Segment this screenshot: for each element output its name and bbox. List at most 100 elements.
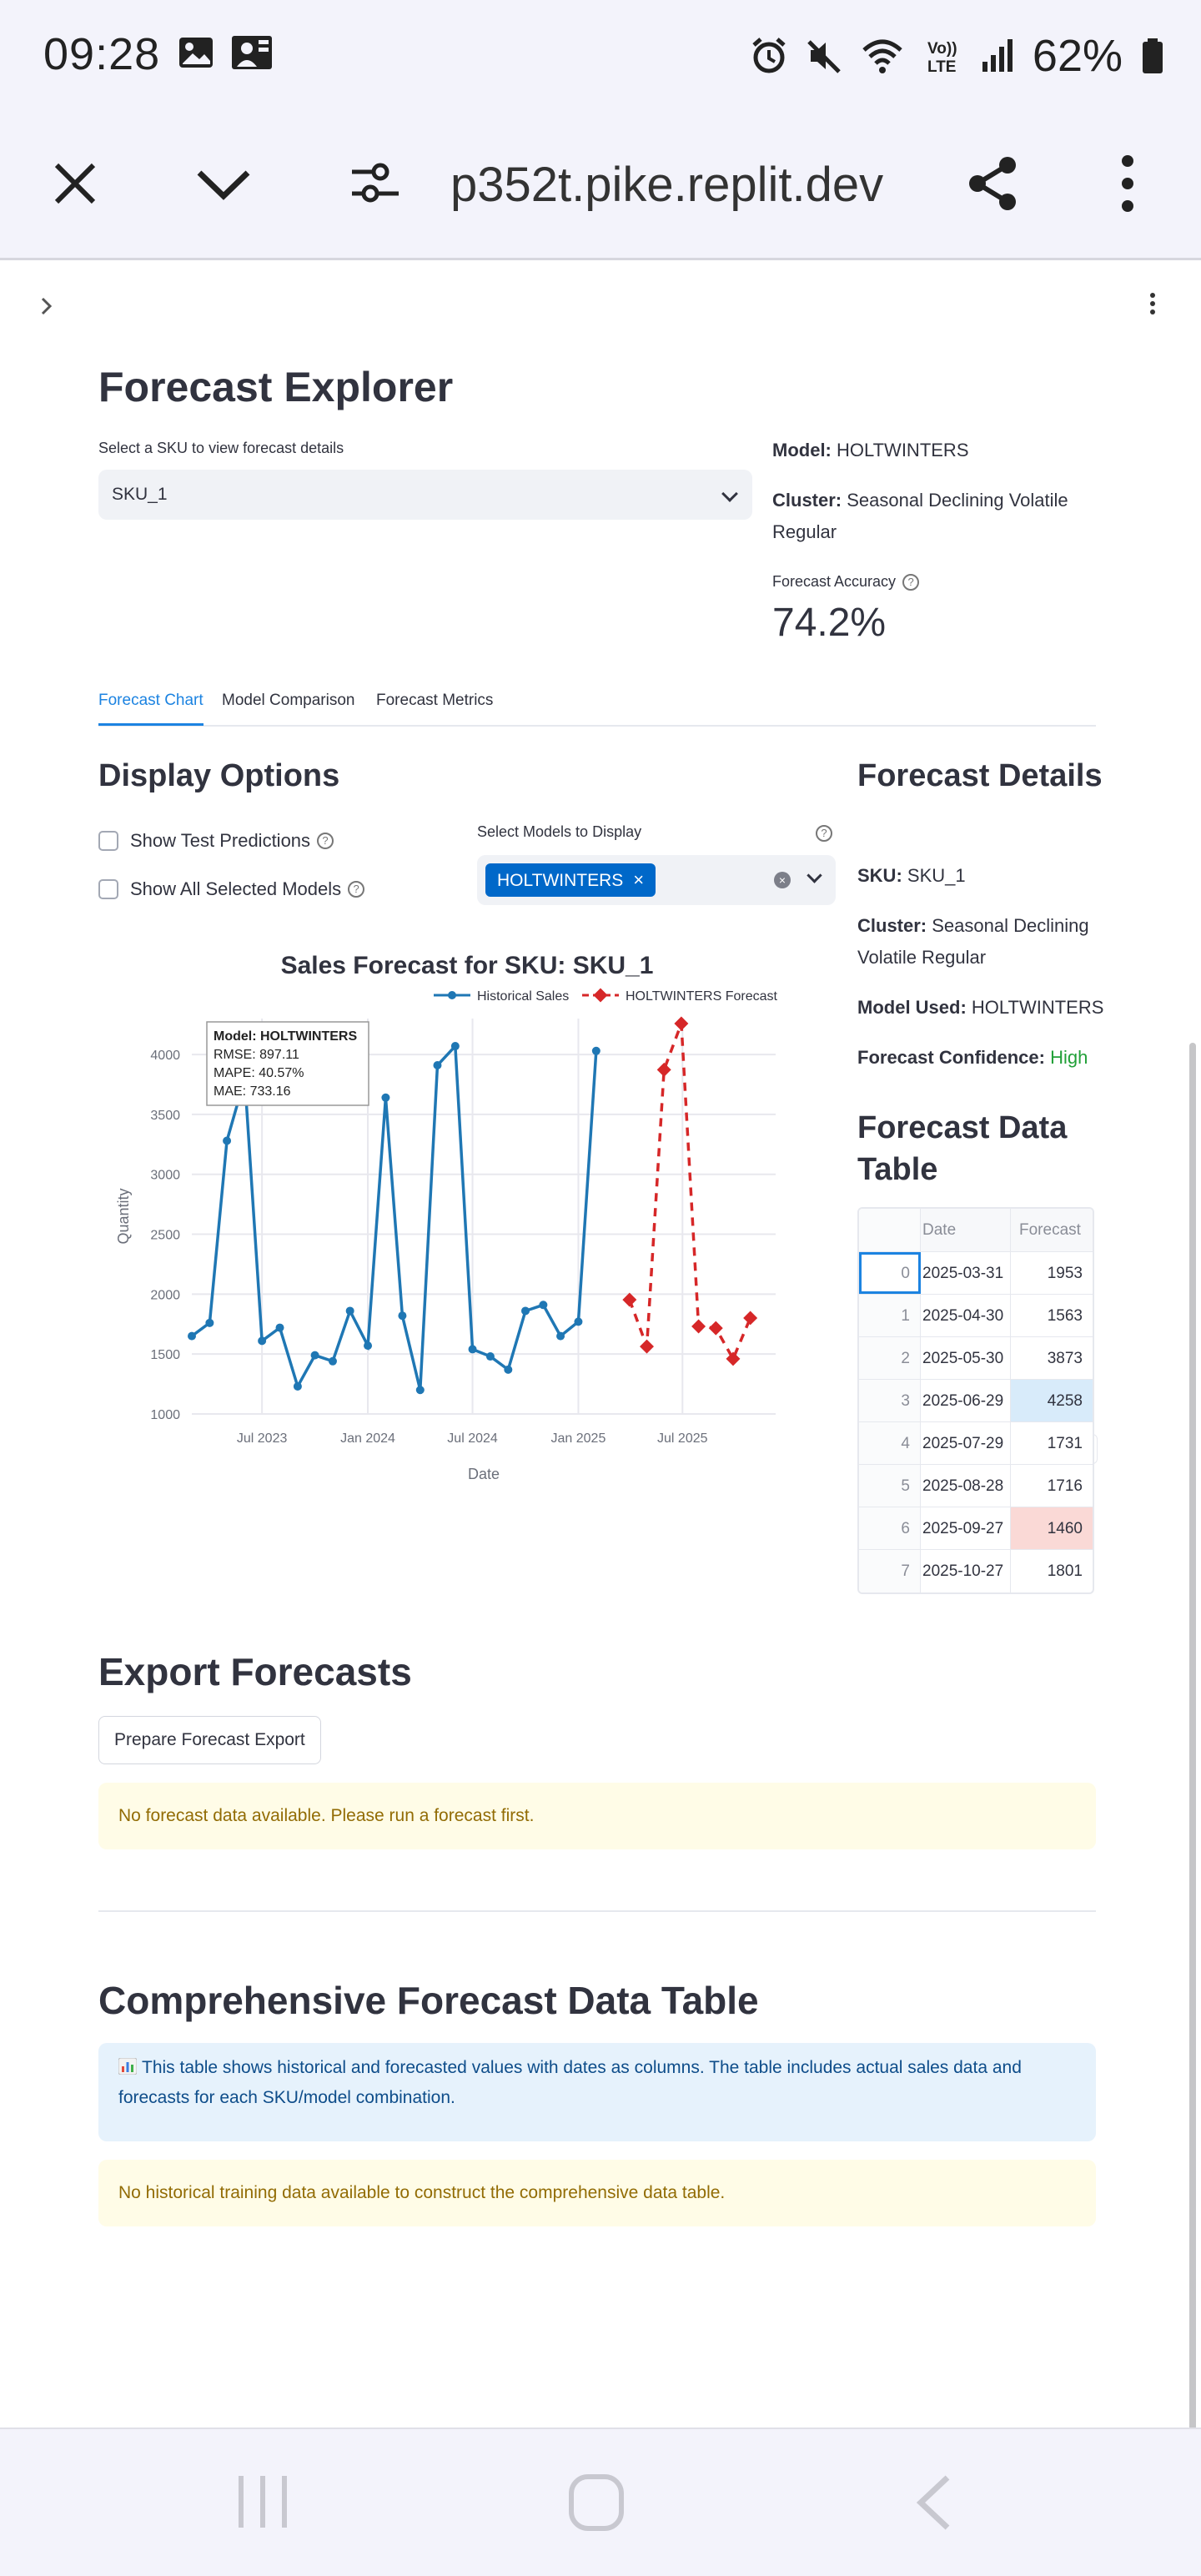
forecast-cell[interactable]: 1801 [1047, 1562, 1083, 1580]
share-button[interactable] [959, 150, 1026, 217]
app-page: Forecast Explorer Select a SKU to view f… [0, 263, 1201, 2428]
table-row[interactable]: 6 2025-09-27 1460 [859, 1507, 1093, 1550]
row-index[interactable]: 6 [859, 1507, 921, 1549]
show-all-models-checkbox[interactable]: Show All Selected Models ? [98, 878, 365, 900]
close-tab-button[interactable] [42, 150, 108, 217]
details-cluster: Cluster: Seasonal Declining Volatile Reg… [857, 915, 1089, 968]
row-index[interactable]: 0 [859, 1252, 921, 1294]
minimize-button[interactable] [190, 150, 257, 217]
data-point [398, 1311, 407, 1321]
data-point [258, 1336, 267, 1346]
data-point [433, 1061, 442, 1070]
table-header-date[interactable]: Date [921, 1209, 1011, 1251]
row-index[interactable]: 5 [859, 1465, 921, 1507]
table-header-forecast[interactable]: Forecast [1019, 1221, 1081, 1239]
x-tick-label: Jul 2023 [237, 1431, 288, 1446]
sku-select[interactable]: SKU_1 [98, 470, 752, 520]
table-row[interactable]: 1 2025-04-30 1563 [859, 1295, 1093, 1337]
data-point [726, 1351, 741, 1366]
table-row[interactable]: 7 2025-10-27 1801 [859, 1550, 1093, 1592]
forecast-details-title: Forecast Details [857, 758, 1103, 793]
recents-icon[interactable] [235, 2473, 290, 2531]
data-point [415, 1386, 425, 1395]
browser-menu-button[interactable] [1094, 150, 1161, 217]
prepare-export-button[interactable]: Prepare Forecast Export [98, 1716, 321, 1764]
forecast-cell[interactable]: 1731 [1047, 1435, 1083, 1452]
row-index[interactable]: 3 [859, 1380, 921, 1421]
help-icon[interactable]: ? [902, 574, 920, 591]
legend-marker [448, 991, 456, 999]
checkbox-box[interactable] [98, 831, 118, 851]
chevron-down-icon[interactable] [807, 868, 822, 883]
show-test-predictions-checkbox[interactable]: Show Test Predictions ? [98, 830, 334, 852]
chevron-down-icon [721, 486, 738, 502]
y-tick-label: 1000 [150, 1408, 180, 1422]
forecast-data-table[interactable]: Date Forecast 0 2025-03-31 1953 1 2025-04-30 15… [857, 1207, 1094, 1594]
date-cell[interactable]: 2025-04-30 [921, 1295, 1011, 1336]
row-index[interactable]: 2 [859, 1337, 921, 1379]
comprehensive-warning: No historical training data available to… [98, 2160, 1096, 2226]
battery-icon [1143, 38, 1163, 73]
row-index[interactable]: 4 [859, 1422, 921, 1464]
app-menu-button[interactable] [1144, 289, 1161, 318]
sidebar-expand-button[interactable] [40, 294, 53, 323]
date-cell[interactable]: 2025-05-30 [921, 1337, 1011, 1379]
date-cell[interactable]: 2025-08-28 [921, 1465, 1011, 1507]
data-point [574, 1317, 583, 1326]
table-row[interactable]: 4 2025-07-29 1731 [859, 1422, 1093, 1465]
date-cell[interactable]: 2025-09-27 [921, 1507, 1011, 1549]
comprehensive-title: Comprehensive Forecast Data Table [98, 1979, 759, 2022]
model-chip[interactable]: HOLTWINTERS × [485, 863, 656, 897]
tab-bar: Forecast Chart Model Comparison Forecast… [98, 680, 1096, 727]
y-tick-label: 3000 [150, 1169, 180, 1183]
y-tick-label: 4000 [150, 1049, 180, 1063]
legend-label: Historical Sales [477, 989, 569, 1004]
page-scrollbar[interactable] [1189, 1043, 1196, 2428]
table-row[interactable]: 3 2025-06-29 4258 [859, 1380, 1093, 1422]
model-info: Model: HOLTWINTERS [772, 440, 969, 460]
date-cell[interactable]: 2025-03-31 [921, 1252, 1011, 1294]
battery-percent: 62% [1032, 31, 1123, 81]
forecast-cell[interactable]: 3873 [1047, 1350, 1083, 1367]
help-icon[interactable]: ? [816, 825, 832, 842]
row-index[interactable]: 1 [859, 1295, 921, 1336]
volte-icon: Vo))LTE [927, 40, 957, 75]
table-row[interactable]: 5 2025-08-28 1716 [859, 1465, 1093, 1507]
help-icon[interactable]: ? [317, 833, 334, 849]
home-icon[interactable] [567, 2473, 626, 2533]
forecast-cell[interactable]: 1460 [1011, 1507, 1093, 1549]
clear-selection-icon[interactable]: × [774, 872, 791, 888]
tooltip-rmse: RMSE: 897.11 [214, 1048, 299, 1062]
checkbox-box[interactable] [98, 879, 118, 899]
url-bar[interactable]: p352t.pike.replit.dev [450, 158, 884, 212]
date-cell[interactable]: 2025-07-29 [921, 1422, 1011, 1464]
wifi-icon [862, 39, 902, 73]
bar-chart-emoji-icon [118, 2055, 138, 2075]
data-point [223, 1136, 232, 1145]
forecast-cell[interactable]: 1953 [1047, 1265, 1083, 1282]
site-settings-button[interactable] [342, 150, 409, 217]
comprehensive-info: This table shows historical and forecast… [98, 2043, 1096, 2141]
table-row[interactable]: 0 2025-03-31 1953 [859, 1252, 1093, 1295]
forecast-cell[interactable]: 1716 [1047, 1477, 1083, 1495]
help-icon[interactable]: ? [348, 881, 365, 898]
data-point [381, 1093, 390, 1102]
chart-legend[interactable]: Historical Sales HOLTWINTERS Forecast [434, 988, 778, 1004]
forecast-cell[interactable]: 1563 [1047, 1307, 1083, 1325]
remove-chip-icon[interactable]: × [633, 869, 645, 890]
back-icon[interactable] [912, 2473, 954, 2533]
forecast-cell[interactable]: 4258 [1011, 1380, 1093, 1421]
models-select-label: Select Models to Display [477, 823, 642, 840]
models-multiselect[interactable]: HOLTWINTERS × × [477, 855, 836, 905]
tab-forecast-chart[interactable]: Forecast Chart [98, 692, 204, 709]
tab-model-comparison[interactable]: Model Comparison [222, 692, 355, 709]
section-divider [98, 1910, 1096, 1912]
cluster-info: Cluster: Seasonal Declining Volatile Reg… [772, 490, 1068, 542]
date-cell[interactable]: 2025-06-29 [921, 1380, 1011, 1421]
row-index[interactable]: 7 [859, 1550, 921, 1592]
export-warning: No forecast data available. Please run a… [98, 1783, 1096, 1849]
date-cell[interactable]: 2025-10-27 [921, 1550, 1011, 1592]
confidence-value: High [1050, 1047, 1088, 1068]
tab-forecast-metrics[interactable]: Forecast Metrics [376, 692, 494, 709]
table-row[interactable]: 2 2025-05-30 3873 [859, 1337, 1093, 1380]
